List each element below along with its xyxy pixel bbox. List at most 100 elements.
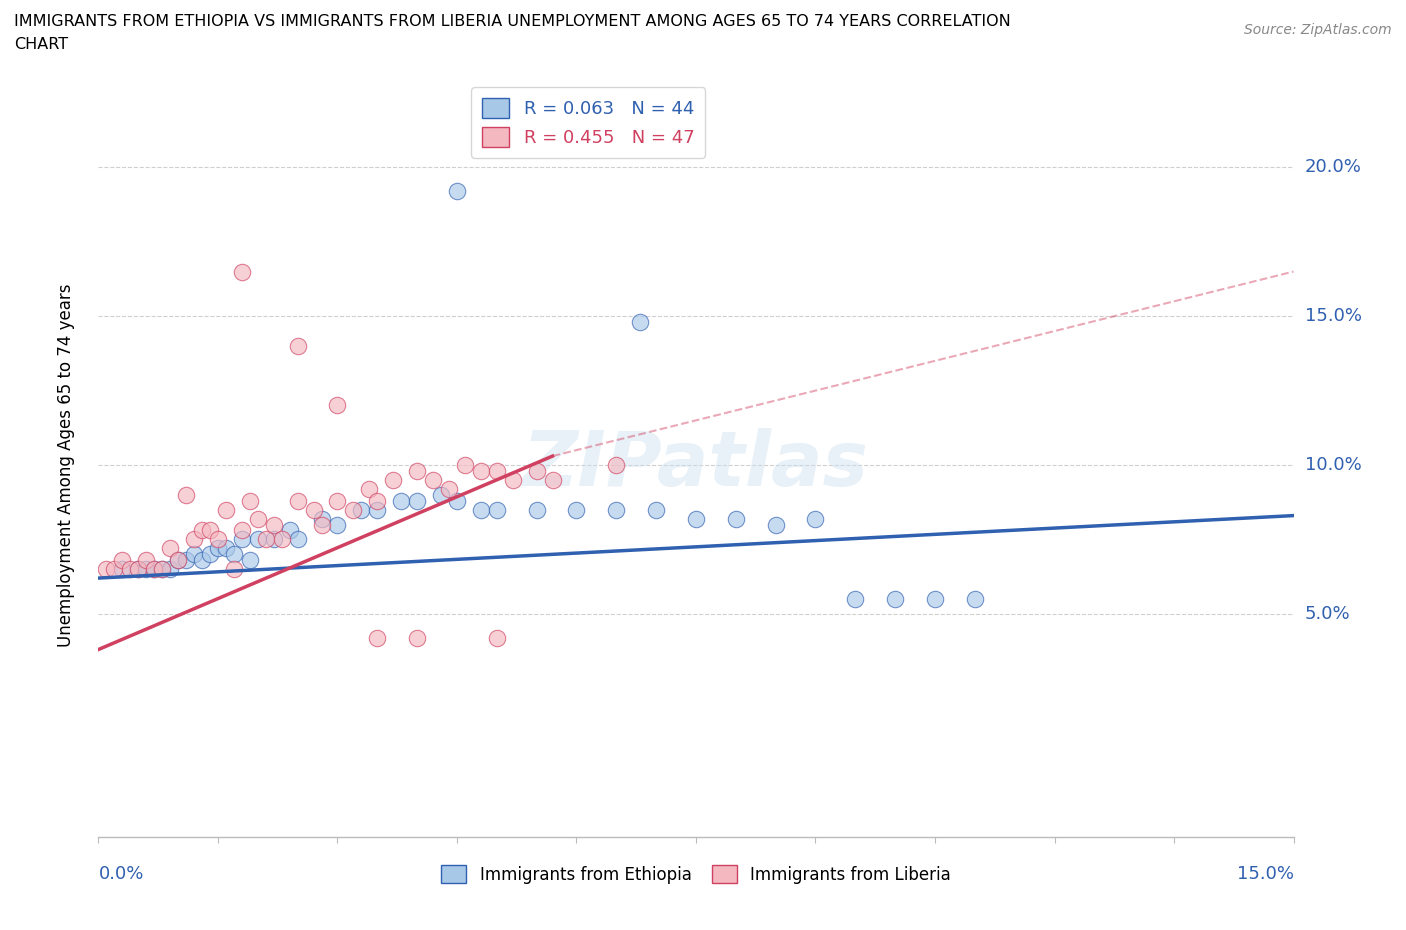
Point bbox=[103, 562, 125, 577]
Point bbox=[446, 184, 468, 199]
Point bbox=[191, 552, 214, 567]
Point bbox=[605, 458, 627, 472]
Point bbox=[963, 591, 986, 606]
Point bbox=[150, 562, 173, 577]
Point bbox=[120, 562, 142, 577]
Point bbox=[127, 562, 149, 577]
Point bbox=[254, 532, 277, 547]
Point bbox=[287, 532, 309, 547]
Point bbox=[174, 552, 197, 567]
Point bbox=[215, 502, 238, 517]
Point bbox=[96, 562, 118, 577]
Point bbox=[430, 487, 453, 502]
Point bbox=[541, 472, 564, 487]
Point bbox=[263, 517, 285, 532]
Text: Source: ZipAtlas.com: Source: ZipAtlas.com bbox=[1244, 23, 1392, 37]
Point bbox=[406, 463, 429, 478]
Point bbox=[470, 502, 492, 517]
Point bbox=[724, 512, 747, 526]
Point bbox=[278, 523, 301, 538]
Point bbox=[326, 517, 349, 532]
Point bbox=[222, 562, 245, 577]
Point bbox=[143, 562, 166, 577]
Point bbox=[326, 493, 349, 508]
Point bbox=[804, 512, 827, 526]
Point bbox=[222, 547, 245, 562]
Point bbox=[263, 532, 285, 547]
Point bbox=[470, 463, 492, 478]
Point bbox=[239, 493, 262, 508]
Point bbox=[311, 512, 333, 526]
Point bbox=[183, 547, 205, 562]
Point bbox=[382, 472, 405, 487]
Point bbox=[215, 541, 238, 556]
Point bbox=[502, 472, 524, 487]
Legend: Immigrants from Ethiopia, Immigrants from Liberia: Immigrants from Ethiopia, Immigrants fro… bbox=[433, 857, 959, 892]
Point bbox=[159, 562, 181, 577]
Point bbox=[565, 502, 588, 517]
Point bbox=[485, 631, 508, 645]
Point bbox=[884, 591, 907, 606]
Point bbox=[485, 463, 508, 478]
Point bbox=[167, 552, 190, 567]
Point bbox=[239, 552, 262, 567]
Point bbox=[422, 472, 444, 487]
Point bbox=[167, 552, 190, 567]
Point bbox=[406, 631, 429, 645]
Point bbox=[246, 532, 269, 547]
Point bbox=[174, 487, 197, 502]
Point bbox=[389, 493, 412, 508]
Point bbox=[231, 264, 253, 279]
Point bbox=[231, 523, 253, 538]
Point bbox=[406, 493, 429, 508]
Point bbox=[844, 591, 866, 606]
Text: 15.0%: 15.0% bbox=[1305, 307, 1361, 326]
Point bbox=[159, 541, 181, 556]
Point bbox=[191, 523, 214, 538]
Point bbox=[127, 562, 149, 577]
Point bbox=[111, 562, 134, 577]
Point bbox=[350, 502, 373, 517]
Point bbox=[135, 552, 157, 567]
Point bbox=[342, 502, 364, 517]
Point bbox=[198, 523, 221, 538]
Point bbox=[628, 314, 651, 329]
Point bbox=[765, 517, 787, 532]
Point bbox=[485, 502, 508, 517]
Point bbox=[605, 502, 627, 517]
Point bbox=[685, 512, 707, 526]
Point bbox=[454, 458, 477, 472]
Text: 0.0%: 0.0% bbox=[98, 865, 143, 883]
Point bbox=[207, 541, 229, 556]
Point bbox=[270, 532, 292, 547]
Point bbox=[198, 547, 221, 562]
Point bbox=[359, 482, 381, 497]
Point bbox=[135, 562, 157, 577]
Point bbox=[326, 398, 349, 413]
Point bbox=[366, 502, 388, 517]
Text: 15.0%: 15.0% bbox=[1236, 865, 1294, 883]
Y-axis label: Unemployment Among Ages 65 to 74 years: Unemployment Among Ages 65 to 74 years bbox=[56, 284, 75, 646]
Point bbox=[526, 502, 548, 517]
Point bbox=[246, 512, 269, 526]
Text: 5.0%: 5.0% bbox=[1305, 604, 1350, 623]
Text: CHART: CHART bbox=[14, 37, 67, 52]
Point bbox=[366, 631, 388, 645]
Point bbox=[287, 493, 309, 508]
Text: 20.0%: 20.0% bbox=[1305, 158, 1361, 177]
Point bbox=[526, 463, 548, 478]
Point bbox=[924, 591, 946, 606]
Text: ZIPatlas: ZIPatlas bbox=[523, 428, 869, 502]
Text: IMMIGRANTS FROM ETHIOPIA VS IMMIGRANTS FROM LIBERIA UNEMPLOYMENT AMONG AGES 65 T: IMMIGRANTS FROM ETHIOPIA VS IMMIGRANTS F… bbox=[14, 14, 1011, 29]
Point bbox=[645, 502, 668, 517]
Point bbox=[366, 493, 388, 508]
Point bbox=[207, 532, 229, 547]
Text: 10.0%: 10.0% bbox=[1305, 456, 1361, 474]
Point bbox=[143, 562, 166, 577]
Point bbox=[111, 552, 134, 567]
Point bbox=[231, 532, 253, 547]
Point bbox=[150, 562, 173, 577]
Point bbox=[183, 532, 205, 547]
Point bbox=[437, 482, 460, 497]
Point bbox=[446, 493, 468, 508]
